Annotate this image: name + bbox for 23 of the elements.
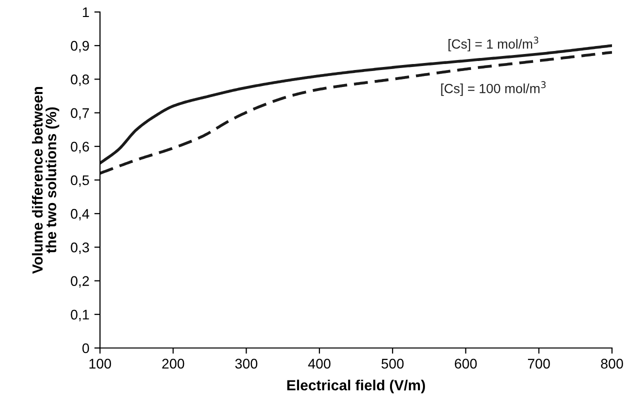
y-axis-title: Volume difference between the two solutions (%) [32,87,60,274]
y-tick-label: 0,1 [70,310,89,322]
x-tick-label: 200 [162,358,184,369]
x-tick-label: 100 [89,358,112,369]
x-tick-label: 700 [528,358,550,369]
x-tick-label: 300 [235,358,258,369]
y-tick-label: 0 [82,343,90,354]
x-tick-label: 500 [382,358,404,369]
y-tick-label: 0,7 [70,108,89,120]
series-label: [Cs] = 1 mol/m$^{3}$ [448,36,538,52]
x-axis-title: Electrical field (V/m) [287,380,425,394]
x-tick-label: 800 [601,358,624,369]
y-tick-label: 0,2 [70,276,89,288]
y-tick-label: 0,5 [70,175,90,187]
x-tick-label: 400 [308,358,330,369]
y-tick-label: 1 [82,7,89,18]
y-tick-label: 0,8 [70,74,89,86]
y-tick-label: 0,3 [70,242,89,254]
x-tick-label: 600 [454,358,477,369]
series-label: [Cs] = 100 mol/m$^{3}$ [441,81,546,96]
y-tick-label: 0,6 [70,142,89,154]
y-tick-label: 0,9 [70,40,89,52]
y-tick-label: 0,4 [70,208,90,220]
